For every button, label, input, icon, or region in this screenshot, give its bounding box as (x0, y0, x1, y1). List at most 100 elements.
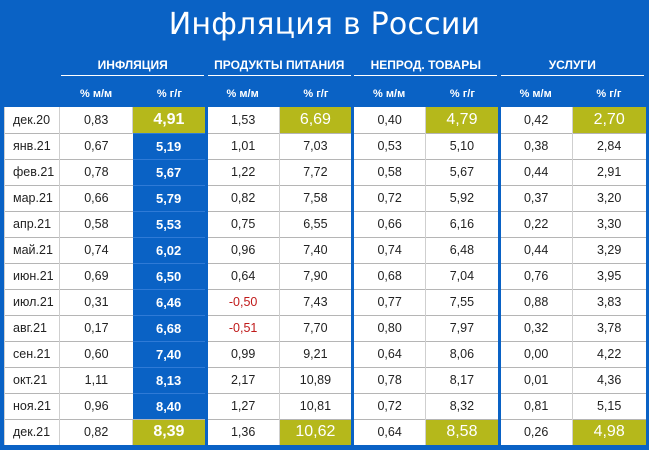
table-row: сен.21 0,60 7,40 0,99 9,21 0,64 8,06 0,00 4,22 (4, 340, 646, 367)
value-cell: 2,91 (571, 158, 646, 185)
group-header-services: УСЛУГИ (499, 53, 646, 81)
value-cell: 0,44 (497, 158, 573, 185)
value-cell: 3,78 (571, 314, 646, 341)
value-cell: 0,64 (204, 262, 280, 289)
value-cell: 5,15 (571, 392, 646, 419)
value-cell: 0,31 (58, 288, 133, 315)
period-cell: янв.21 (4, 132, 60, 159)
value-cell: 0,60 (58, 340, 133, 367)
value-cell: 1,53 (204, 107, 280, 133)
table-row: июн.21 0,69 6,50 0,64 7,90 0,68 7,04 0,76 3,95 (4, 262, 646, 289)
value-cell: 8,39 (132, 418, 207, 445)
value-cell: 0,26 (497, 418, 573, 445)
table-row: авг.21 0,17 6,68 -0,51 7,70 0,80 7,97 0,32 3,78 (4, 314, 646, 341)
value-cell: 0,83 (58, 107, 133, 133)
value-cell: 0,96 (204, 236, 280, 263)
value-cell: 7,55 (425, 288, 500, 315)
subheader-yy: % г/г (572, 81, 646, 107)
value-cell: 5,92 (425, 184, 500, 211)
value-cell: 0,74 (58, 236, 133, 263)
period-cell: июл.21 (4, 288, 60, 315)
value-cell: 7,72 (278, 158, 353, 185)
value-cell: 2,17 (204, 366, 280, 393)
value-cell: 0,78 (58, 158, 133, 185)
value-cell: 4,36 (571, 366, 646, 393)
value-cell: 0,38 (497, 132, 573, 159)
table-row: янв.21 0,67 5,19 1,01 7,03 0,53 5,10 0,38 2,84 (4, 132, 646, 159)
value-cell: 5,19 (132, 132, 207, 159)
value-cell: 0,64 (351, 340, 426, 367)
value-cell: 1,01 (204, 132, 280, 159)
value-cell: 5,53 (132, 210, 207, 237)
value-cell: -0,51 (204, 314, 280, 341)
value-cell: 0,81 (497, 392, 573, 419)
value-cell: 5,10 (425, 132, 500, 159)
period-cell: мар.21 (4, 184, 60, 211)
value-cell: 0,78 (351, 366, 426, 393)
value-cell: 3,20 (571, 184, 646, 211)
value-cell: 6,69 (278, 107, 353, 133)
value-cell: 7,43 (278, 288, 353, 315)
value-cell: 1,36 (204, 418, 280, 445)
period-cell: май.21 (4, 236, 60, 263)
group-header-inflation: ИНФЛЯЦИЯ (59, 53, 207, 81)
value-cell: 0,72 (351, 392, 426, 419)
value-cell: 0,96 (58, 392, 133, 419)
value-cell: 0,44 (497, 236, 573, 263)
table-row: ноя.21 0,96 8,40 1,27 10,81 0,72 8,32 0,81 5,15 (4, 392, 646, 419)
value-cell: 0,58 (351, 158, 426, 185)
sub-header-row: % м/м % г/г % м/м % г/г % м/м % г/г % м/… (4, 81, 646, 107)
corner-cell (4, 53, 60, 81)
value-cell: 3,83 (571, 288, 646, 315)
value-cell: 1,11 (58, 366, 133, 393)
table-row: окт.21 1,11 8,13 2,17 10,89 0,78 8,17 0,01 4,36 (4, 366, 646, 393)
value-cell: 0,40 (351, 107, 426, 133)
value-cell: 0,80 (351, 314, 426, 341)
value-cell: 0,64 (351, 418, 426, 445)
value-cell: 0,66 (351, 210, 426, 237)
period-cell: сен.21 (4, 340, 60, 367)
value-cell: 6,50 (132, 262, 207, 289)
subheader-mm: % м/м (352, 81, 426, 107)
table-row: дек.20 0,83 4,91 1,53 6,69 0,40 4,79 0,42 2,70 (4, 107, 646, 133)
value-cell: 7,58 (278, 184, 353, 211)
value-cell: -0,50 (204, 288, 280, 315)
subheader-mm: % м/м (499, 81, 573, 107)
value-cell: 5,67 (425, 158, 500, 185)
period-cell: окт.21 (4, 366, 60, 393)
value-cell: 0,01 (497, 366, 573, 393)
value-cell: 0,82 (204, 184, 280, 211)
period-cell: апр.21 (4, 210, 60, 237)
value-cell: 1,27 (204, 392, 280, 419)
value-cell: 0,99 (204, 340, 280, 367)
period-cell: ноя.21 (4, 392, 60, 419)
value-cell: 0,88 (497, 288, 573, 315)
value-cell: 6,46 (132, 288, 207, 315)
value-cell: 8,06 (425, 340, 500, 367)
period-cell: дек.20 (4, 107, 60, 133)
value-cell: 0,58 (58, 210, 133, 237)
group-header-food: ПРОДУКТЫ ПИТАНИЯ (206, 53, 353, 81)
value-cell: 7,90 (278, 262, 353, 289)
table-row: мар.21 0,66 5,79 0,82 7,58 0,72 5,92 0,37 3,20 (4, 184, 646, 211)
value-cell: 8,58 (425, 418, 500, 445)
period-cell: авг.21 (4, 314, 60, 341)
table-row: май.21 0,74 6,02 0,96 7,40 0,74 6,48 0,44 3,29 (4, 236, 646, 263)
value-cell: 4,22 (571, 340, 646, 367)
value-cell: 10,89 (278, 366, 353, 393)
subheader-mm: % м/м (59, 81, 133, 107)
value-cell: 8,13 (132, 366, 207, 393)
value-cell: 7,40 (132, 340, 207, 367)
period-cell: июн.21 (4, 262, 60, 289)
value-cell: 10,62 (278, 418, 353, 445)
value-cell: 6,55 (278, 210, 353, 237)
value-cell: 1,22 (204, 158, 280, 185)
page-title: Инфляция в России (168, 7, 481, 42)
table-body: дек.20 0,83 4,91 1,53 6,69 0,40 4,79 0,42 2,70 ян… (4, 107, 646, 445)
value-cell: 0,77 (351, 288, 426, 315)
value-cell: 0,82 (58, 418, 133, 445)
value-cell: 7,04 (425, 262, 500, 289)
value-cell: 0,53 (351, 132, 426, 159)
value-cell: 8,17 (425, 366, 500, 393)
table-row: фев.21 0,78 5,67 1,22 7,72 0,58 5,67 0,44 2,91 (4, 158, 646, 185)
